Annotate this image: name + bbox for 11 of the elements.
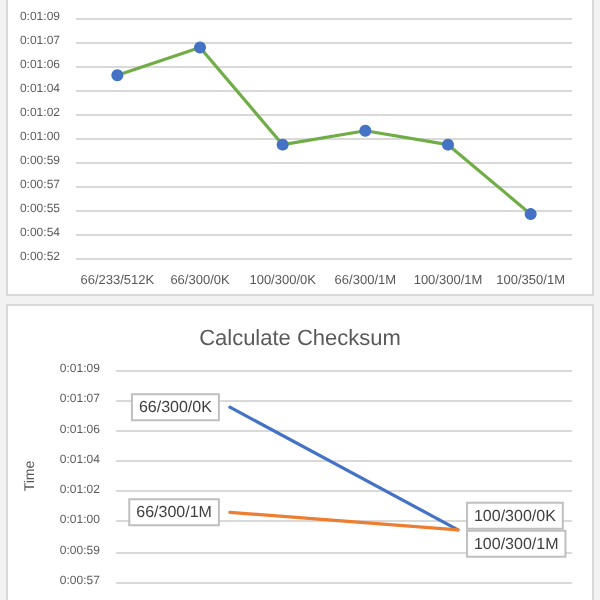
point: [524, 208, 537, 221]
point: [442, 138, 454, 151]
data-label: 66/300/1M: [136, 503, 213, 522]
point: [194, 41, 206, 54]
chart-title: Calculate Checksum: [199, 327, 401, 351]
data-label: 100/300/0K: [473, 506, 558, 525]
point: [111, 69, 124, 82]
data-label: 100/300/1M: [473, 534, 560, 553]
point: [276, 138, 289, 151]
data-label: 66/300/0K: [138, 398, 214, 417]
point: [359, 124, 372, 137]
